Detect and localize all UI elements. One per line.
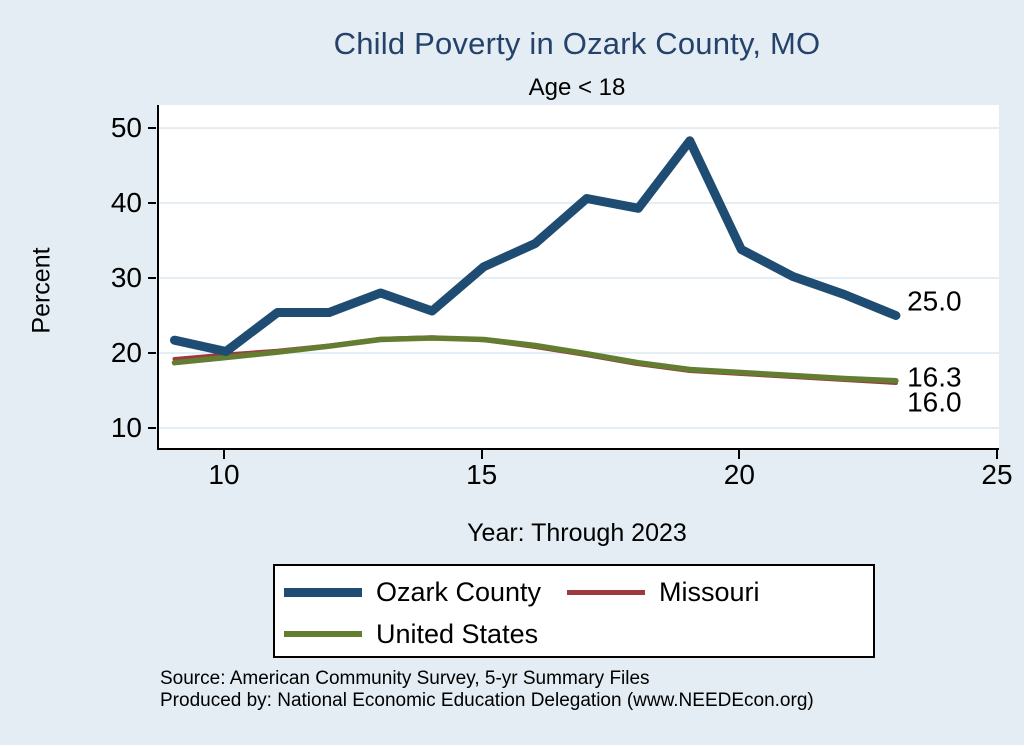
y-tick-label: 50 — [110, 112, 142, 144]
plot-area: 25.0 16.3 16.0 — [157, 105, 999, 450]
produced-by-line: Produced by: National Economic Education… — [160, 690, 814, 711]
legend-swatch-ozark-county — [284, 587, 362, 597]
x-tick-label: 20 — [723, 459, 755, 490]
legend-label-missouri: Missouri — [659, 576, 760, 607]
legend-label-ozark-county: Ozark County — [376, 576, 542, 607]
y-tick-label: 30 — [110, 261, 142, 293]
series-line-ozark-county — [170, 136, 901, 356]
x-tick-mark — [738, 450, 741, 459]
legend-item-ozark-county: Ozark County — [284, 576, 542, 607]
legend: Ozark County Missouri United States — [273, 564, 875, 658]
legend-item-missouri: Missouri — [567, 576, 760, 607]
x-tick-mark — [222, 450, 225, 459]
chart-title: Child Poverty in Ozark County, MO — [333, 26, 821, 61]
y-tick-label: 20 — [110, 336, 142, 368]
chart-subtitle: Age < 18 — [528, 74, 626, 101]
x-tick-mark — [480, 450, 483, 459]
y-tick-label: 10 — [110, 411, 142, 443]
source-note: Source: American Community Survey, 5-yr … — [160, 668, 980, 712]
y-tick-label: 40 — [110, 187, 142, 218]
legend-swatch-united-states — [284, 631, 362, 637]
source-line: Source: American Community Survey, 5-yr … — [160, 668, 650, 689]
legend-item-united-states: United States — [284, 618, 539, 649]
y-tick-mark — [148, 202, 156, 204]
legend-label-united-states: United States — [376, 618, 539, 649]
line-chart — [159, 127, 999, 429]
data-label-missouri: 16.0 — [907, 386, 962, 418]
x-axis-title: Year: Through 2023 — [467, 519, 687, 547]
x-tick-label: 15 — [466, 459, 498, 490]
y-tick-mark — [148, 351, 156, 354]
series-line-united-states — [171, 335, 899, 384]
y-axis-title: Percent — [27, 247, 56, 334]
x-tick-mark — [996, 450, 998, 459]
x-tick-label: 25 — [981, 459, 1013, 490]
y-tick-mark — [148, 276, 156, 279]
data-label-united-states: 16.3 — [907, 361, 962, 393]
data-label-ozark-county: 25.0 — [907, 285, 962, 317]
x-tick-label: 10 — [208, 459, 240, 490]
y-tick-mark — [148, 127, 156, 130]
legend-swatch-missouri — [567, 589, 645, 595]
y-tick-mark — [148, 426, 156, 429]
